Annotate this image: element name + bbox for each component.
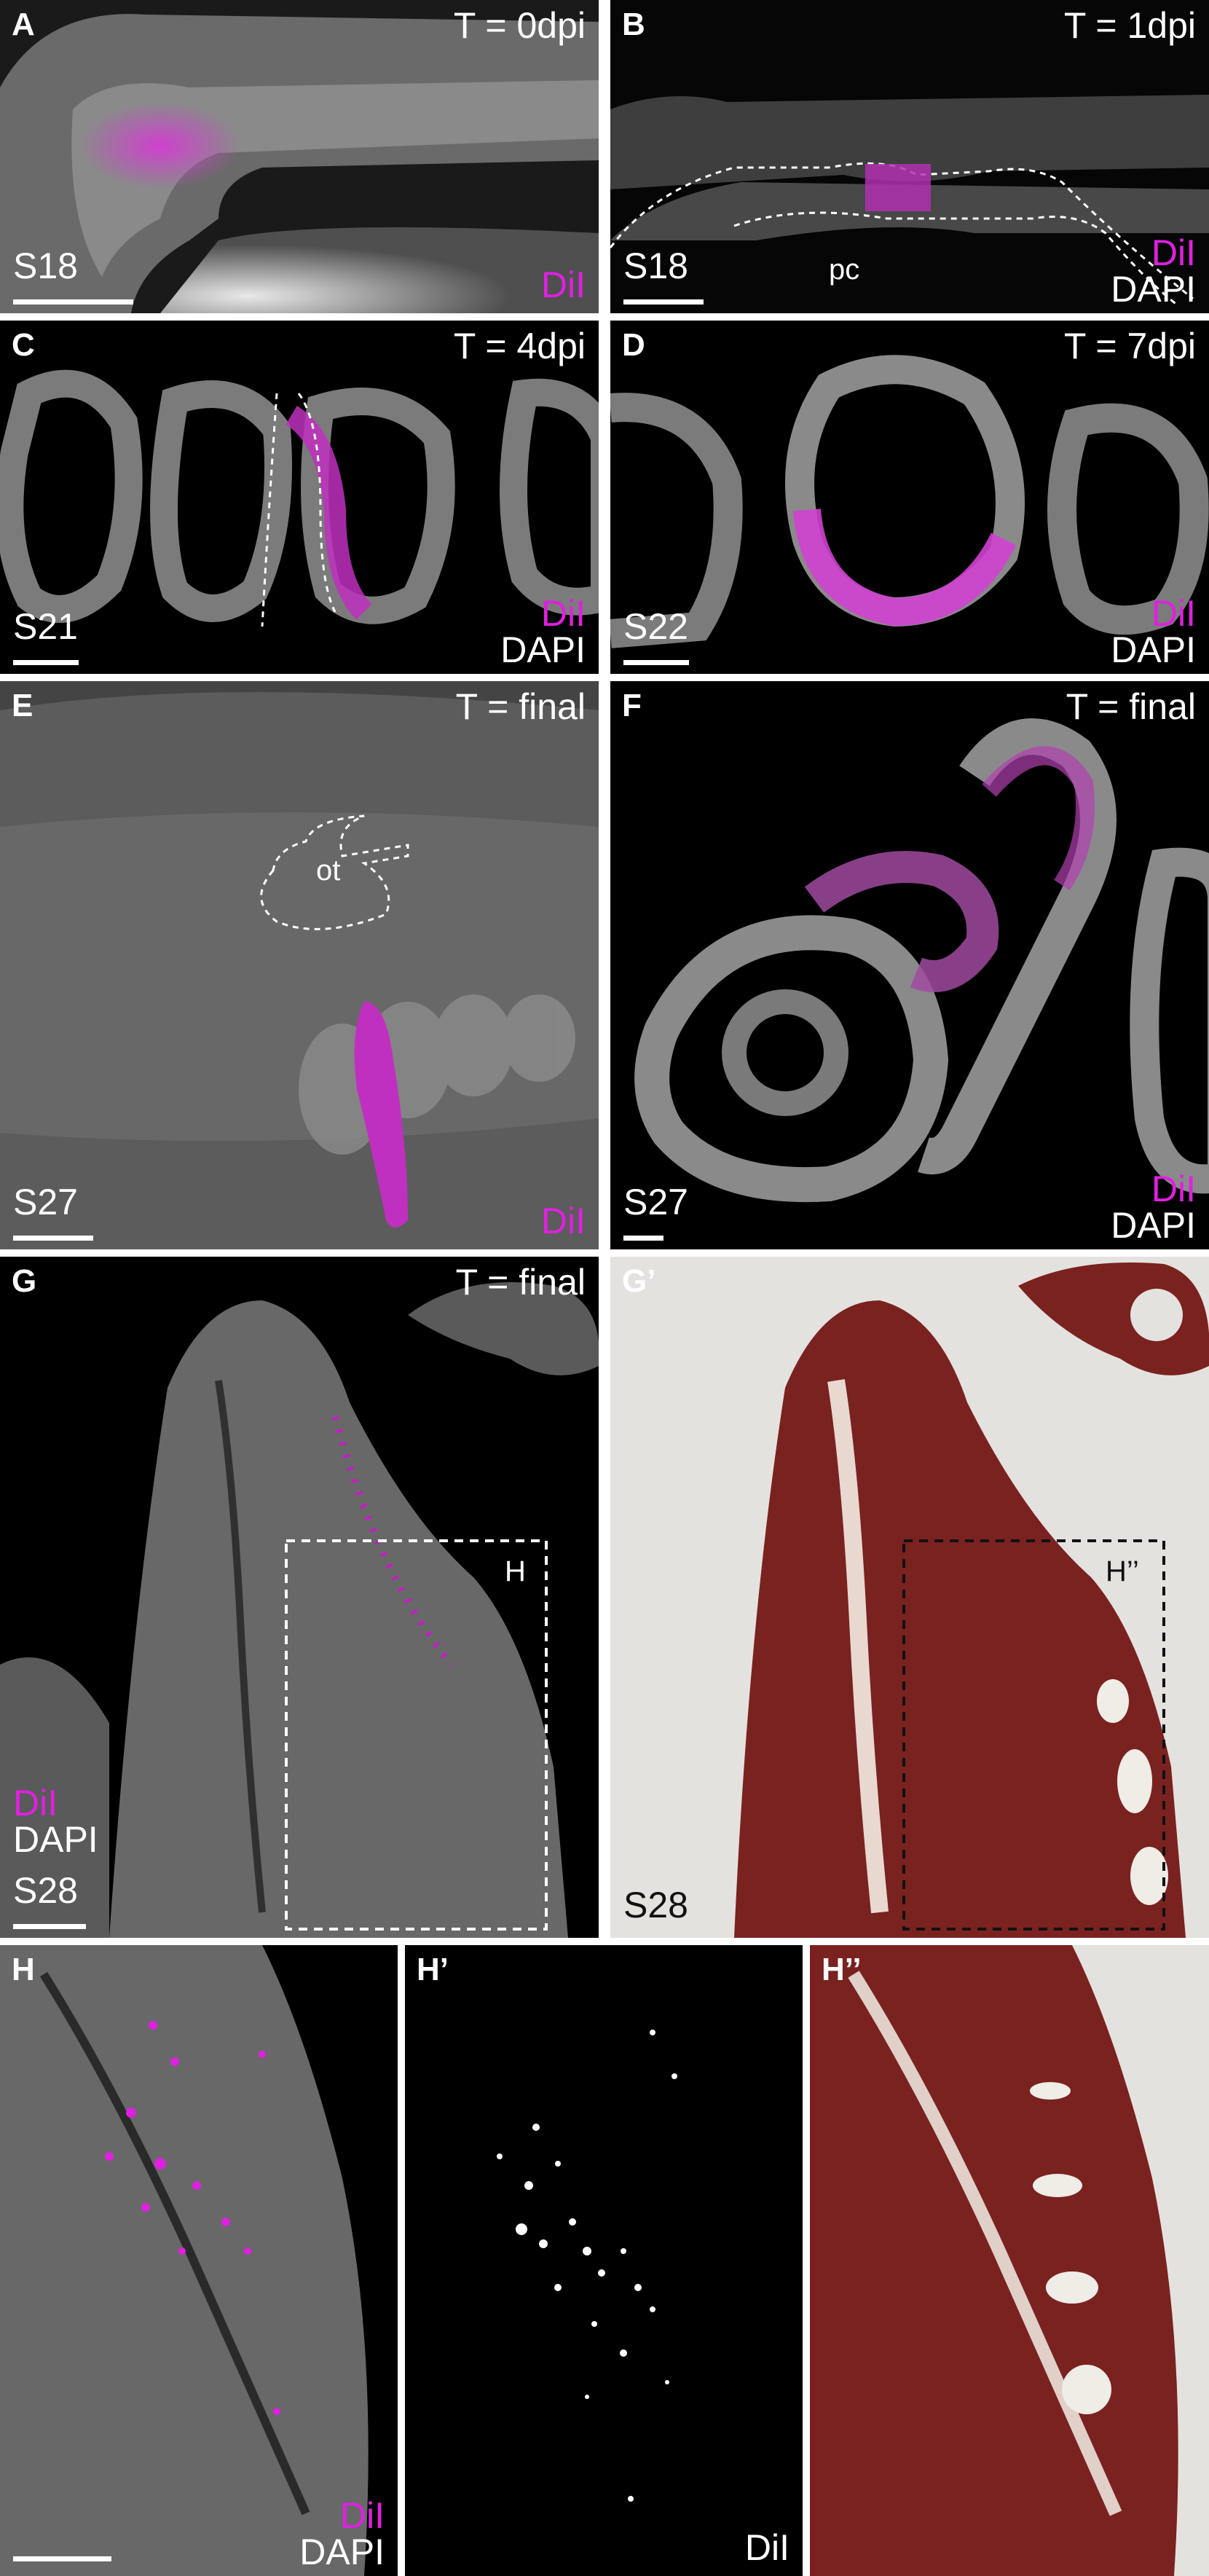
- histology-image-h-double-prime: [810, 1945, 1209, 2576]
- panel-label: G: [12, 1263, 37, 1299]
- stain-legend: DiI DAPI: [500, 595, 586, 668]
- dil-stain-label: DiI: [1151, 232, 1196, 273]
- panel-f: F T = final S27 DiI DAPI: [610, 681, 1209, 1249]
- dapi-stain-label: DAPI: [500, 629, 586, 670]
- dapi-stain-label: DAPI: [1111, 629, 1196, 670]
- stage-label: S21: [13, 606, 78, 647]
- stage-label: S22: [623, 606, 688, 647]
- dil-stain-label: DiI: [744, 2527, 789, 2568]
- panel-label: H’: [417, 1952, 449, 1987]
- scale-bar: [13, 660, 79, 665]
- panel-label: B: [622, 7, 645, 42]
- stage-label: S27: [13, 1182, 78, 1222]
- stage-label: S18: [13, 246, 78, 286]
- otic-vesicle-label: ot: [316, 855, 341, 887]
- section-image-g: [0, 1257, 599, 1938]
- section-image-b: [610, 0, 1209, 313]
- embryo-image-a: [0, 0, 599, 313]
- panel-label: F: [622, 688, 642, 723]
- timepoint-label: T = final: [455, 1262, 586, 1303]
- timepoint-label: T = final: [455, 686, 586, 727]
- panel-label: G’: [622, 1263, 656, 1299]
- dapi-stain-label: DAPI: [1111, 1205, 1196, 1246]
- dil-stain-label: DiI: [540, 593, 586, 634]
- stage-label: S27: [623, 1182, 688, 1222]
- stage-label: S28: [623, 1885, 688, 1925]
- panel-label: E: [12, 688, 34, 723]
- scale-bar: [623, 299, 704, 305]
- panel-h-double-prime: H’’: [810, 1945, 1209, 2576]
- stain-legend: DiI DAPI: [1111, 595, 1196, 668]
- panel-label: D: [622, 327, 645, 363]
- inset-box-label: H: [505, 1555, 526, 1587]
- timepoint-label: T = 4dpi: [453, 326, 586, 366]
- timepoint-label: T = 1dpi: [1063, 5, 1196, 46]
- dil-stain-label: DiI: [1151, 593, 1196, 634]
- panel-d: D T = 7dpi S22 DiI DAPI: [610, 321, 1209, 674]
- panel-h: H DiI DAPI: [0, 1945, 398, 2576]
- stain-legend: DiI DAPI: [1111, 235, 1196, 307]
- dil-channel-image-h-prime: [405, 1945, 803, 2576]
- timepoint-label: T = 7dpi: [1063, 326, 1196, 366]
- section-image-f: [610, 681, 1209, 1249]
- scale-bar: [13, 299, 133, 305]
- scale-bar: [13, 1924, 86, 1929]
- section-image-c: [0, 321, 599, 674]
- dil-stain-label: DiI: [339, 2495, 385, 2536]
- panel-a: A T = 0dpi S18 DiI: [0, 0, 599, 313]
- pericardial-cavity-label: pc: [829, 254, 860, 286]
- panel-g: G T = final H DiI DAPI S28: [0, 1257, 599, 1938]
- stage-label: S18: [623, 246, 688, 286]
- dapi-stain-label: DAPI: [299, 2532, 385, 2572]
- dil-stain-label: DiI: [13, 1783, 58, 1823]
- embryo-image-e: [0, 681, 599, 1249]
- scale-bar: [13, 2556, 111, 2561]
- panel-g-prime: G’ H’’ S28: [610, 1257, 1209, 1938]
- dil-stain-label: DiI: [1151, 1169, 1196, 1209]
- section-image-h: [0, 1945, 398, 2576]
- dapi-stain-label: DAPI: [1111, 269, 1196, 310]
- dil-stain-label: DiI: [540, 264, 586, 305]
- panel-e: E T = final ot S27 DiI: [0, 681, 599, 1249]
- stage-label: S28: [13, 1870, 78, 1911]
- panel-b: B T = 1dpi pc S18 DiI DAPI: [610, 0, 1209, 313]
- scale-bar: [623, 660, 689, 665]
- inset-box-label: H’’: [1106, 1555, 1139, 1587]
- panel-label: H: [12, 1952, 35, 1987]
- scale-bar: [623, 1236, 663, 1241]
- panel-h-prime: H’ DiI: [405, 1945, 803, 2576]
- stain-legend: DiI DAPI: [13, 1785, 98, 1858]
- dil-stain-label: DiI: [540, 1201, 586, 1241]
- timepoint-label: T = 0dpi: [453, 5, 586, 46]
- scale-bar: [13, 1236, 93, 1241]
- panel-label: A: [12, 7, 35, 42]
- stain-legend: DiI DAPI: [1111, 1171, 1196, 1244]
- stain-legend: DiI DAPI: [299, 2497, 385, 2570]
- panel-label: H’’: [822, 1952, 862, 1987]
- timepoint-label: T = final: [1066, 686, 1196, 727]
- section-image-d: [610, 321, 1209, 674]
- histology-image-g-prime: [610, 1257, 1209, 1938]
- panel-c: C T = 4dpi S21 DiI DAPI: [0, 321, 599, 674]
- panel-label: C: [12, 327, 35, 363]
- dapi-stain-label: DAPI: [13, 1819, 98, 1860]
